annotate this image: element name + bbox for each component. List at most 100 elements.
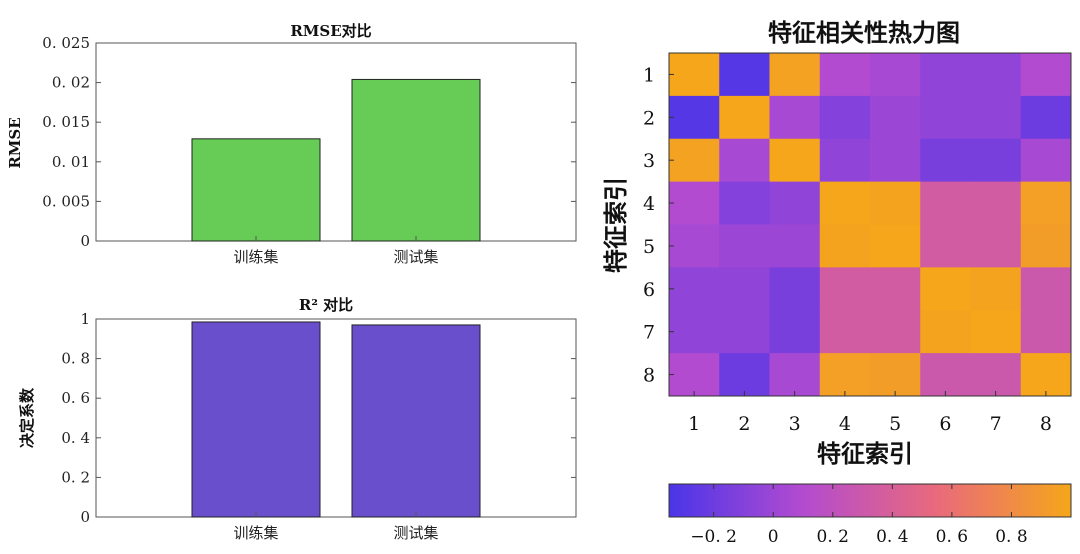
r2-ytick-label: 1 xyxy=(80,310,90,328)
heatmap-cell xyxy=(970,138,1022,183)
heatmap-cell xyxy=(819,181,871,225)
heatmap-cell xyxy=(970,310,1022,354)
heatmap-cell xyxy=(719,95,770,140)
heatmap-cell xyxy=(970,95,1022,140)
heatmap-cell xyxy=(970,53,1022,97)
heatmap-plot-area: 1 2 3 4 5 6 7 8 1 2 3 4 5 6 7 8 xyxy=(643,52,1072,435)
heatmap-cell xyxy=(970,224,1022,268)
heatmap-cell xyxy=(819,53,871,97)
heatmap-cell xyxy=(669,224,720,268)
r2-ylabel: 决定系数 xyxy=(18,387,36,448)
heatmap-cell xyxy=(819,267,871,311)
r2-xtick-label: 测试集 xyxy=(393,524,438,542)
rmse-ylabel: RMSE xyxy=(6,117,24,168)
heatmap-cell xyxy=(1020,267,1072,311)
rmse-chart: RMSE对比 RMSE 0 0. 005 0. 01 0. 015 0. 02 0. 02… xyxy=(6,22,577,266)
heatmap-xtick-label: 5 xyxy=(889,413,901,435)
r2-bar xyxy=(191,321,321,518)
heatmap-cell xyxy=(1020,353,1072,397)
rmse-bar xyxy=(351,78,481,242)
heatmap-cell xyxy=(769,224,821,268)
heatmap-xtick-label: 7 xyxy=(990,413,1002,435)
r2-ytick-label: 0. 4 xyxy=(61,429,90,447)
colorbar: −0. 2 0 0. 2 0. 4 0. 6 0. 8 xyxy=(668,483,1072,547)
heatmap-xtick-label: 6 xyxy=(939,413,951,435)
heatmap-cell xyxy=(1020,138,1072,183)
heatmap-xtick-label: 8 xyxy=(1040,413,1052,435)
heatmap-cell xyxy=(669,53,720,97)
r2-bar xyxy=(351,324,481,518)
heatmap-cell xyxy=(920,310,971,354)
colorbar-tick-label: 0. 6 xyxy=(936,527,968,547)
heatmap-ytick-label: 1 xyxy=(643,64,655,86)
heatmap-cell xyxy=(920,53,971,97)
heatmap-cell xyxy=(1020,310,1072,354)
r2-xtick-label: 训练集 xyxy=(233,524,278,542)
heatmap-cell xyxy=(920,353,971,397)
heatmap-cell xyxy=(870,53,921,97)
heatmap-cell xyxy=(769,95,821,140)
heatmap-cell xyxy=(870,310,921,354)
heatmap-cell xyxy=(1020,53,1072,97)
heatmap-ylabel: 特征索引 xyxy=(601,177,630,273)
heatmap-cell xyxy=(669,267,720,311)
colorbar-tick-label: 0. 8 xyxy=(995,527,1027,547)
heatmap-cell xyxy=(920,267,971,311)
heatmap-cell xyxy=(719,181,770,225)
heatmap-cell xyxy=(669,95,720,140)
r2-chart: R² 对比 决定系数 0 0. 2 0. 4 0. 6 0. 8 1 训练集 测试集 xyxy=(18,296,577,542)
heatmap-ytick-label: 4 xyxy=(643,193,655,215)
r2-ytick-label: 0. 2 xyxy=(61,468,90,486)
heatmap-chart: 特征相关性热力图 特征索引 特征索引 1 2 3 4 5 6 7 8 1 2 3 4 5 6 7 8 −0. … xyxy=(601,18,1072,547)
heatmap-cell xyxy=(870,267,921,311)
heatmap-cell xyxy=(870,224,921,268)
heatmap-cell xyxy=(719,53,770,97)
heatmap-cell xyxy=(970,267,1022,311)
heatmap-ytick-label: 3 xyxy=(643,150,655,172)
heatmap-xtick-label: 1 xyxy=(688,413,700,435)
heatmap-cell xyxy=(669,310,720,354)
rmse-axes-box xyxy=(95,42,577,242)
heatmap-ytick-label: 5 xyxy=(643,236,655,258)
rmse-ytick-label: 0. 01 xyxy=(52,153,90,171)
heatmap-cell xyxy=(920,224,971,268)
rmse-ytick-label: 0. 005 xyxy=(42,192,90,210)
heatmap-cell xyxy=(719,138,770,183)
heatmap-cell xyxy=(1020,181,1072,225)
heatmap-xlabel: 特征索引 xyxy=(817,439,913,468)
heatmap-cell xyxy=(920,95,971,140)
rmse-title: RMSE对比 xyxy=(290,22,371,40)
heatmap-xtick-label: 4 xyxy=(839,413,851,435)
heatmap-xtick-label: 2 xyxy=(738,413,750,435)
heatmap-xtick-label: 3 xyxy=(789,413,801,435)
colorbar-gradient xyxy=(668,483,1072,518)
rmse-plot-area: 0 0. 005 0. 01 0. 015 0. 02 0. 025 训练集 测试集 xyxy=(42,34,577,266)
heatmap-ytick-label: 6 xyxy=(643,279,655,301)
heatmap-cell xyxy=(719,353,770,397)
colorbar-tick-label: 0. 4 xyxy=(876,527,908,547)
rmse-ytick-label: 0. 015 xyxy=(42,113,90,131)
heatmap-cell xyxy=(819,95,871,140)
heatmap-cell xyxy=(819,353,871,397)
heatmap-cell xyxy=(769,310,821,354)
heatmap-cell xyxy=(719,224,770,268)
heatmap-cell xyxy=(669,353,720,397)
heatmap-cell xyxy=(669,181,720,225)
heatmap-cell xyxy=(920,181,971,225)
heatmap-cell xyxy=(669,138,720,183)
heatmap-cell xyxy=(769,267,821,311)
heatmap-cell xyxy=(1020,95,1072,140)
heatmap-cell xyxy=(769,138,821,183)
heatmap-frame xyxy=(668,52,1072,397)
heatmap-cell xyxy=(769,53,821,97)
heatmap-cell xyxy=(819,310,871,354)
heatmap-cell xyxy=(719,310,770,354)
heatmap-cell xyxy=(870,138,921,183)
rmse-bar xyxy=(191,138,321,242)
r2-ytick-label: 0. 6 xyxy=(61,389,90,407)
heatmap-cell xyxy=(870,181,921,225)
r2-ytick-label: 0 xyxy=(80,508,90,526)
heatmap-cell xyxy=(920,138,971,183)
heatmap-cell xyxy=(970,181,1022,225)
